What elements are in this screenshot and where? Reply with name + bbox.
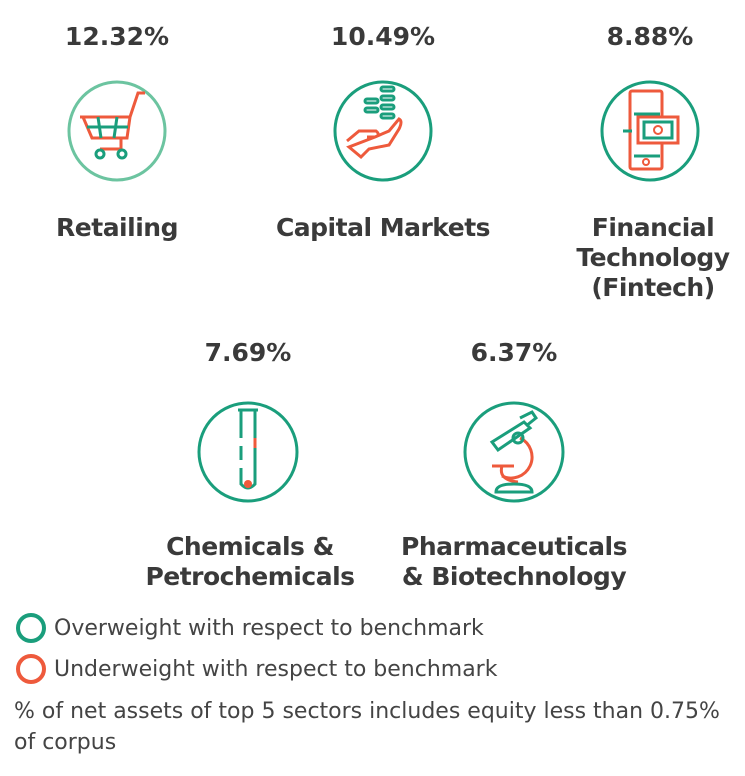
label-fintech: Financial Technology (Fintech) xyxy=(576,213,730,302)
test-tube-icon xyxy=(197,401,299,503)
label-capital-markets: Capital Markets xyxy=(275,213,491,242)
footnote: % of net assets of top 5 sectors include… xyxy=(14,699,720,755)
label-retailing: Retailing xyxy=(56,213,178,242)
phone-money-icon xyxy=(600,80,700,182)
shopping-cart-icon xyxy=(67,80,167,182)
percent-chemicals: 7.69% xyxy=(204,338,292,367)
microscope-icon xyxy=(463,401,565,503)
percent-fintech: 8.88% xyxy=(606,22,694,51)
label-pharma: Pharmaceuticals & Biotechnology xyxy=(401,532,627,591)
red-circle-icon xyxy=(16,654,46,684)
green-circle-icon xyxy=(16,613,46,643)
percent-capital-markets: 10.49% xyxy=(330,22,436,51)
hand-coins-icon xyxy=(333,80,433,182)
percent-retailing: 12.32% xyxy=(64,22,170,51)
legend-overweight-text: Overweight with respect to benchmark xyxy=(54,615,484,641)
legend-underweight-text: Underweight with respect to benchmark xyxy=(54,656,498,682)
legend-underweight: Underweight with respect to benchmark xyxy=(16,654,497,684)
label-chemicals: Chemicals & Petrochemicals xyxy=(145,532,355,591)
legend-overweight: Overweight with respect to benchmark xyxy=(16,613,484,643)
percent-pharma: 6.37% xyxy=(470,338,558,367)
